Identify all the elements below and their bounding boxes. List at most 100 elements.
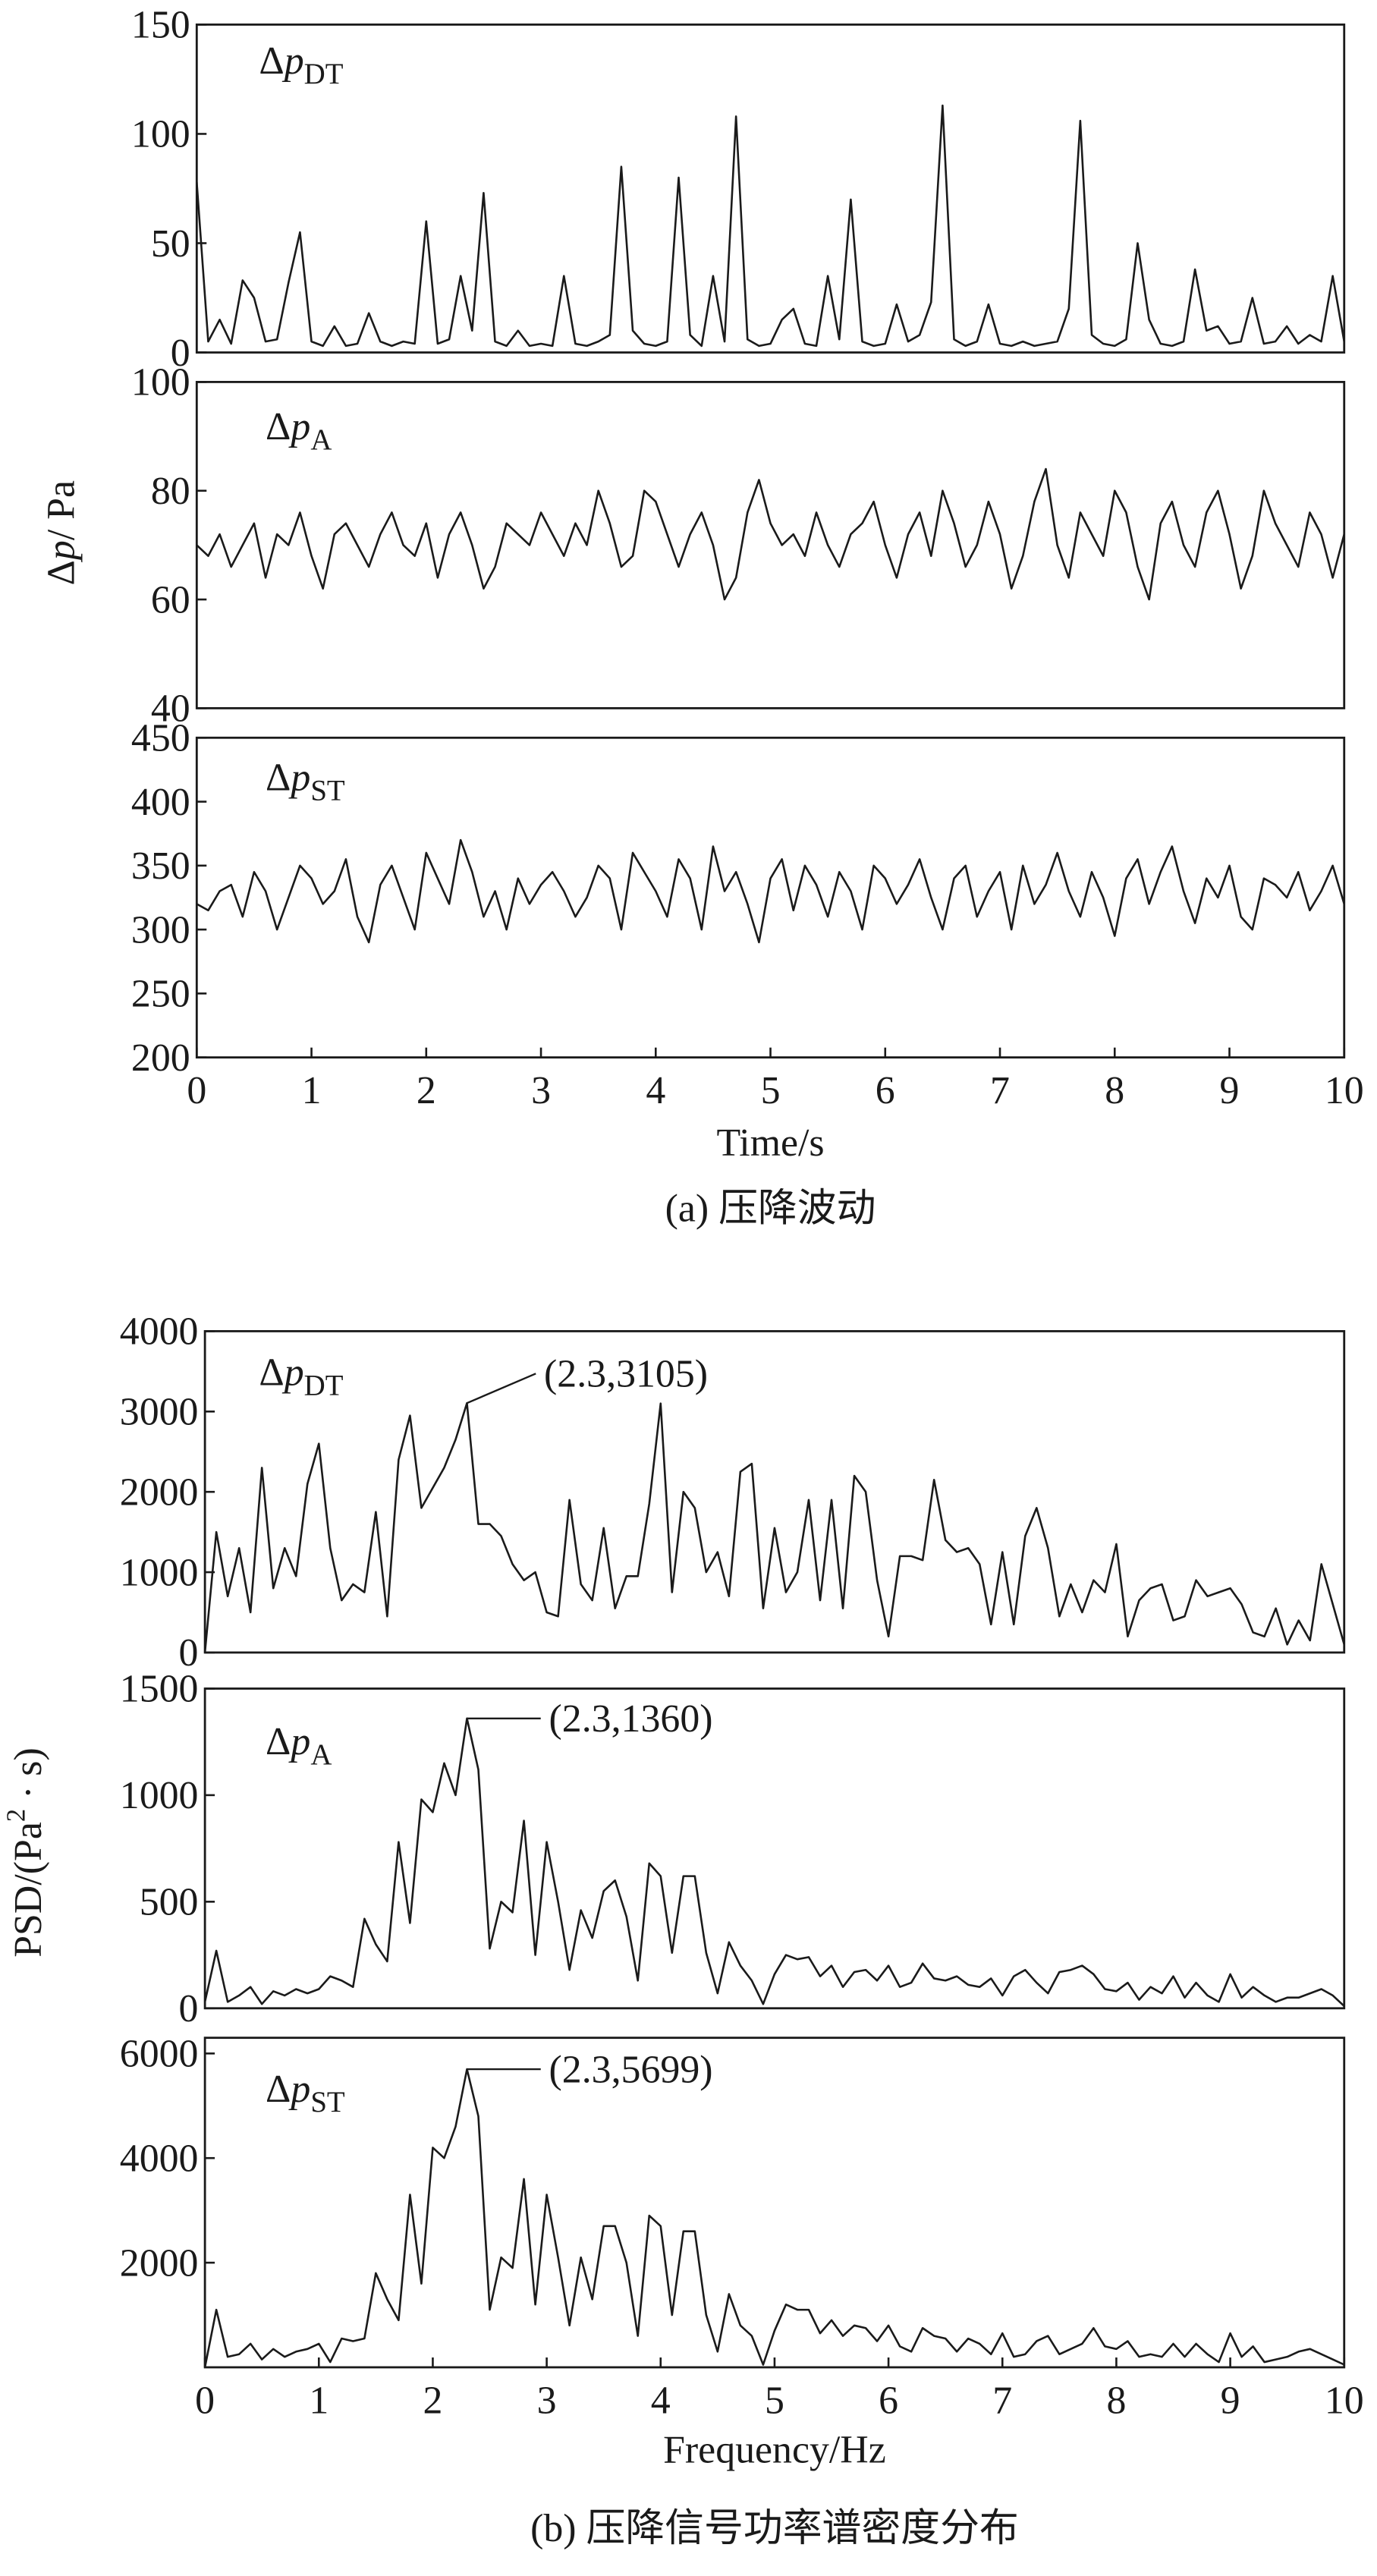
label-symbol: Δ (266, 2068, 291, 2111)
y-tick-label: 250 (131, 973, 190, 1016)
label-symbol: Δ (266, 756, 291, 799)
label-subscript: ST (310, 2086, 345, 2118)
label-subscript: DT (304, 1370, 344, 1402)
x-tick-label: 6 (879, 2379, 898, 2422)
y-tick-label: 80 (151, 470, 190, 513)
x-tick-label: 2 (417, 1069, 436, 1112)
x-tick-label: 10 (1325, 1069, 1364, 1112)
label-variable: p (288, 405, 310, 448)
x-tick-label: 4 (651, 2379, 671, 2422)
label-subscript: ST (310, 774, 345, 807)
label-variable: p (281, 1351, 304, 1395)
plot-frame (203, 1330, 1346, 1654)
x-tick-label: 2 (423, 2379, 442, 2422)
plot-frame (203, 1687, 1346, 2010)
data-line (196, 838, 1345, 944)
series-label: ΔpA (266, 405, 332, 456)
x-tick-label: 8 (1106, 2379, 1126, 2422)
y-tick-label: 500 (140, 1881, 199, 1924)
plot-frame (203, 2037, 1346, 2369)
data-line (196, 467, 1346, 601)
x-tick-label: 0 (187, 1069, 206, 1112)
annotation: (2.3,5699) (549, 2048, 713, 2091)
y-tick-label: 450 (131, 717, 190, 760)
y-tick-label: 2000 (120, 2241, 199, 2285)
x-tick-label: 10 (1325, 2379, 1364, 2422)
label-symbol: Δ (266, 405, 291, 448)
y-tick-label: 0 (179, 1631, 199, 1675)
x-tick-label: 9 (1220, 1069, 1240, 1112)
label-subscript: A (310, 423, 332, 456)
y-tick-label: 40 (151, 687, 190, 731)
y-tick-label: 150 (131, 4, 190, 47)
label-subscript: A (310, 1738, 332, 1771)
y-tick-label: 200 (131, 1036, 190, 1080)
y-tick-label: 100 (131, 113, 190, 156)
y-tick-label: 1500 (120, 1668, 199, 1711)
data-line (203, 2068, 1345, 2368)
label-subscript: DT (304, 58, 344, 90)
x-tick-label: 6 (876, 1069, 895, 1112)
y-tick-label: 1000 (120, 1551, 199, 1594)
x-axis-label: Frequency/Hz (663, 2428, 886, 2471)
label-variable: p (288, 2068, 310, 2111)
y-tick-label: 0 (179, 1987, 199, 2030)
y-tick-label: 4000 (120, 1310, 199, 1354)
label-variable: p (39, 540, 83, 563)
y-tick-label: 3000 (120, 1391, 199, 1434)
y-tick-label: 4000 (120, 2137, 199, 2180)
figure-caption: (b) 压降信号功率谱密度分布 (530, 2507, 1019, 2550)
figure-caption: (a) 压降波动 (665, 1187, 876, 1231)
plot-frame (195, 736, 1346, 1059)
x-axis-label: Time/s (716, 1121, 824, 1165)
label-unit: / Pa (39, 480, 83, 540)
label-text: · s) (7, 1747, 50, 1809)
data-line (203, 1401, 1345, 1653)
y-tick-label: 2000 (120, 1470, 199, 1514)
x-tick-label: 5 (761, 1069, 781, 1112)
label-variable: p (288, 1720, 310, 1763)
y-axis-label: PSD/(Pa2 · s) (2, 1747, 50, 1958)
series-label: Δp/ Pa (39, 480, 83, 585)
x-tick-label: 8 (1105, 1069, 1124, 1112)
label-symbol: Δ (266, 1720, 291, 1763)
y-tick-label: 50 (151, 222, 190, 266)
data-line (203, 1717, 1345, 2007)
x-tick-label: 7 (992, 2379, 1012, 2422)
series-label: ΔpST (266, 756, 345, 807)
x-tick-label: 9 (1221, 2379, 1240, 2422)
series-label: ΔpDT (259, 39, 343, 90)
x-tick-label: 7 (990, 1069, 1010, 1112)
y-tick-label: 400 (131, 781, 190, 824)
label-symbol: Δ (259, 1351, 284, 1395)
label-superscript: 2 (2, 1809, 30, 1822)
x-tick-label: 3 (537, 2379, 557, 2422)
label-text: PSD/(Pa (7, 1822, 50, 1958)
y-tick-label: 100 (131, 361, 190, 404)
y-tick-label: 6000 (120, 2033, 199, 2076)
label-variable: p (281, 39, 304, 83)
y-tick-label: 1000 (120, 1774, 199, 1817)
label-variable: p (288, 756, 310, 799)
plot-frame (195, 381, 1346, 709)
annotation: (2.3,3105) (544, 1353, 708, 1396)
plot-frame (195, 24, 1346, 354)
y-tick-label: 0 (171, 332, 190, 375)
y-tick-label: 300 (131, 908, 190, 951)
label-symbol: Δ (39, 560, 83, 585)
x-tick-label: 0 (195, 2379, 215, 2422)
y-tick-label: 350 (131, 845, 190, 888)
x-tick-label: 4 (646, 1069, 665, 1112)
series-label: ΔpA (266, 1720, 332, 1771)
data-line (196, 104, 1346, 348)
y-tick-label: 60 (151, 578, 190, 621)
x-tick-label: 1 (302, 1069, 322, 1112)
annotation-leader (467, 1373, 536, 1404)
x-tick-label: 3 (531, 1069, 551, 1112)
series-label: ΔpDT (259, 1351, 343, 1402)
annotation: (2.3,1360) (549, 1697, 713, 1741)
x-tick-label: 1 (309, 2379, 329, 2422)
series-label: ΔpST (266, 2068, 345, 2118)
